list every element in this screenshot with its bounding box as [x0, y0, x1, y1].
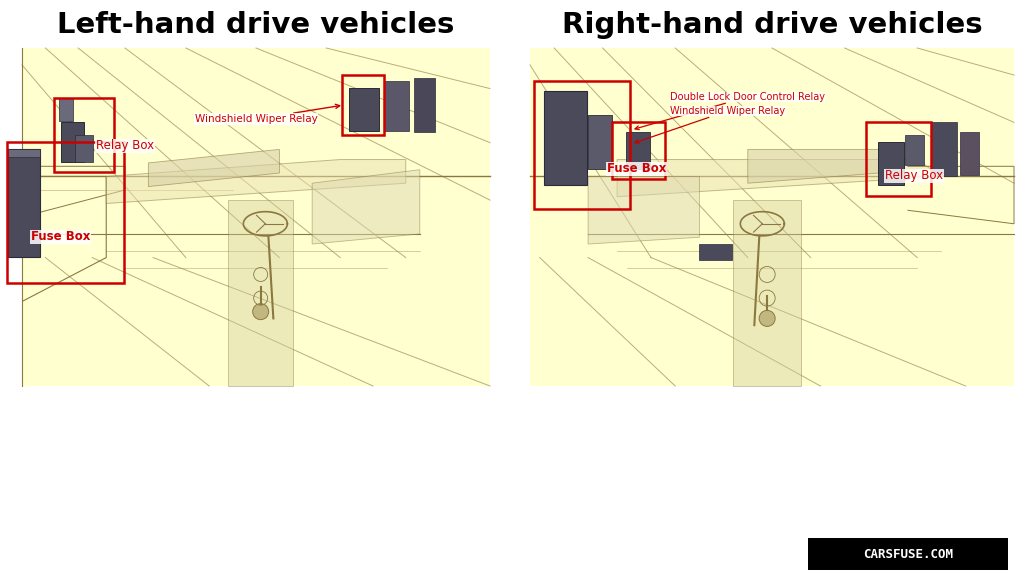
Bar: [961, 132, 979, 175]
Polygon shape: [748, 149, 879, 183]
Bar: [61, 122, 84, 162]
Bar: [878, 142, 904, 185]
Bar: [544, 91, 587, 185]
Bar: [349, 88, 379, 131]
Bar: [59, 98, 73, 121]
Bar: [342, 75, 384, 135]
Text: Fuse Box: Fuse Box: [607, 162, 667, 176]
Text: Left-hand drive vehicles: Left-hand drive vehicles: [57, 11, 455, 39]
Text: CARSFUSE.COM: CARSFUSE.COM: [863, 548, 953, 560]
Bar: [414, 78, 435, 132]
Polygon shape: [106, 160, 406, 203]
Text: Windshield Wiper Relay: Windshield Wiper Relay: [195, 104, 340, 124]
Text: Right-hand drive vehicles: Right-hand drive vehicles: [562, 11, 982, 39]
Bar: [8, 149, 40, 157]
Bar: [588, 115, 612, 169]
Bar: [808, 538, 1008, 570]
Bar: [8, 149, 40, 257]
Bar: [75, 135, 93, 162]
Circle shape: [759, 310, 775, 327]
Bar: [905, 135, 924, 165]
Polygon shape: [148, 149, 280, 187]
Text: Relay Box: Relay Box: [96, 139, 155, 153]
Bar: [626, 132, 650, 169]
Bar: [384, 81, 409, 131]
Text: Double Lock Door Control Relay: Double Lock Door Control Relay: [635, 92, 825, 130]
Bar: [931, 122, 957, 176]
Bar: [866, 122, 931, 196]
Bar: [534, 81, 630, 209]
Polygon shape: [588, 176, 699, 244]
Bar: [54, 98, 114, 172]
Bar: [22, 48, 490, 386]
Text: Windshield Wiper Relay: Windshield Wiper Relay: [635, 106, 785, 143]
Polygon shape: [312, 170, 420, 244]
Bar: [699, 244, 732, 260]
Circle shape: [253, 304, 268, 320]
Text: Relay Box: Relay Box: [885, 169, 943, 183]
Bar: [7, 142, 124, 283]
Polygon shape: [733, 200, 801, 386]
Polygon shape: [617, 160, 941, 197]
Polygon shape: [228, 200, 294, 386]
Text: Fuse Box: Fuse Box: [31, 230, 90, 244]
Bar: [612, 122, 665, 179]
Bar: [530, 48, 1014, 386]
